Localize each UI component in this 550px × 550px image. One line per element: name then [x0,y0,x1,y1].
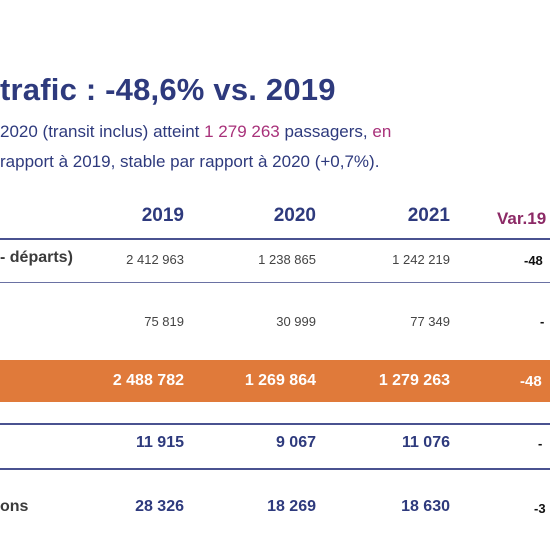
row-rule-4 [0,468,550,470]
row-label-departures: - départs) [0,249,73,266]
row-label-operations: ons [0,498,29,515]
cell-r5-2021: 18 630 [401,498,450,515]
header-variation: Var.19 [497,209,547,228]
row-rule-1 [0,282,550,283]
subtitle-line-1: 2020 (transit inclus) atteint 1 279 263 … [0,122,391,142]
subtitle-highlight-en: en [372,122,392,141]
cell-r5-var: -3 [534,501,546,516]
cell-r2-2019: 75 819 [144,314,184,329]
header-rule [0,238,550,240]
cell-r1-2020: 1 238 865 [258,252,316,267]
cell-r2-var: - [540,314,545,329]
cell-r4-var: - [538,436,543,451]
cell-r1-2019: 2 412 963 [126,252,184,267]
cell-total-var: -48 [520,373,542,390]
total-row-band: 2 488 782 1 269 864 1 279 263 -48 [0,360,550,402]
cell-total-2020: 1 269 864 [244,372,316,389]
cell-r1-var: -48 [524,253,543,268]
cell-total-2019: 2 488 782 [112,372,184,389]
cell-r1-2021: 1 242 219 [392,252,450,267]
subtitle-text-b: passagers, [279,122,373,141]
cell-r4-2019: 11 915 [135,434,184,451]
header-2019: 2019 [141,205,184,226]
header-2020: 2020 [273,205,316,226]
page-title: trafic : -48,6% vs. 2019 [0,72,336,107]
subtitle-line-2: rapport à 2019, stable par rapport à 202… [0,152,380,171]
cell-r2-2021: 77 349 [410,314,450,329]
row-rule-3 [0,423,550,425]
cell-r4-2020: 9 067 [275,434,316,451]
cell-r5-2020: 18 269 [267,498,316,515]
cell-r2-2020: 30 999 [276,314,316,329]
header-2021: 2021 [407,205,450,226]
cell-r5-2019: 28 326 [135,498,184,515]
cell-total-2021: 1 279 263 [378,372,450,389]
subtitle-text-a: 2020 (transit inclus) atteint [0,122,205,141]
cell-r4-2021: 11 076 [401,434,450,451]
subtitle-highlight-passengers: 1 279 263 [204,122,280,141]
